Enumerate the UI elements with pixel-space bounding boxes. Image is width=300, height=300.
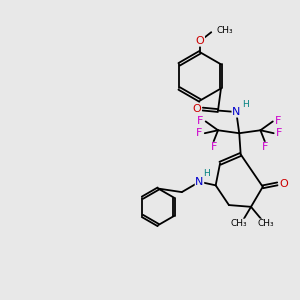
Text: CH₃: CH₃: [257, 219, 274, 228]
Text: F: F: [210, 142, 217, 152]
Text: F: F: [275, 116, 281, 126]
Text: H: H: [242, 100, 248, 109]
Text: F: F: [262, 142, 268, 152]
Text: F: F: [196, 128, 202, 138]
Text: CH₃: CH₃: [231, 219, 247, 228]
Text: O: O: [196, 36, 204, 46]
Text: F: F: [197, 116, 203, 126]
Text: F: F: [276, 128, 283, 138]
Text: N: N: [195, 177, 204, 187]
Text: H: H: [203, 169, 210, 178]
Text: O: O: [192, 104, 201, 114]
Text: N: N: [232, 107, 241, 117]
Text: CH₃: CH₃: [216, 26, 233, 35]
Text: O: O: [279, 179, 288, 189]
